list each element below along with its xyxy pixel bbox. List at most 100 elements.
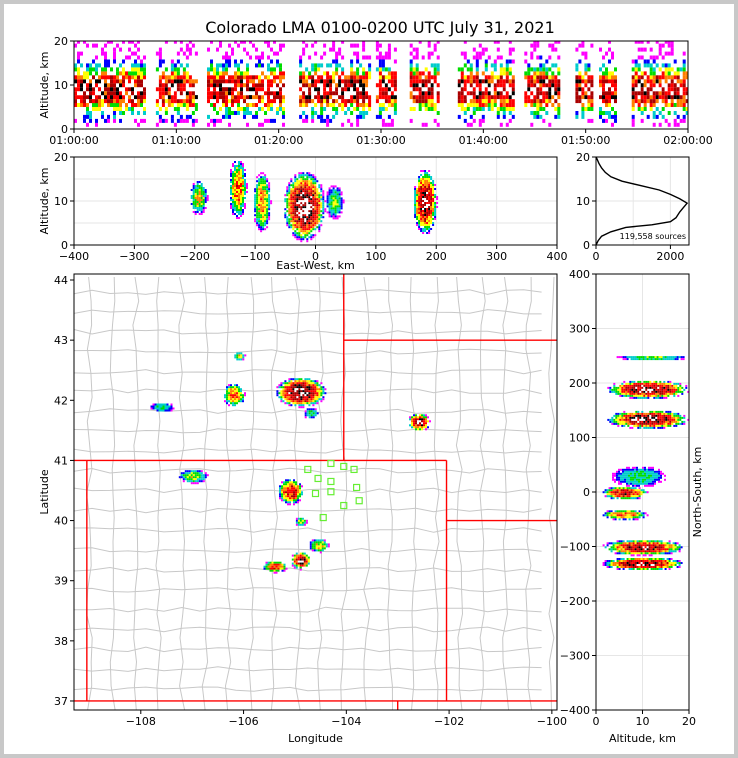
source-cell bbox=[533, 43, 537, 48]
source-cell bbox=[658, 358, 661, 361]
source-cell bbox=[232, 205, 234, 207]
source-cell bbox=[299, 99, 303, 104]
source-cell bbox=[119, 111, 122, 115]
source-cell bbox=[539, 107, 543, 111]
source-cell bbox=[350, 103, 354, 107]
source-cell bbox=[420, 180, 423, 182]
source-cell bbox=[180, 474, 183, 477]
source-cell bbox=[611, 83, 614, 88]
lma-figure: Colorado LMA 0100-0200 UTC July 31, 2021… bbox=[38, 18, 713, 745]
source-cell bbox=[264, 111, 267, 115]
source-cell bbox=[679, 390, 682, 393]
county-line bbox=[74, 369, 542, 375]
source-cell bbox=[673, 394, 676, 397]
source-cell bbox=[536, 41, 540, 44]
source-cell bbox=[191, 111, 195, 115]
source-cell bbox=[434, 202, 437, 204]
source-cell bbox=[252, 79, 255, 84]
source-cell bbox=[416, 188, 419, 190]
source-cell bbox=[527, 67, 531, 72]
source-cell bbox=[290, 214, 293, 217]
source-cell bbox=[234, 79, 237, 84]
source-cell bbox=[614, 87, 617, 92]
source-cell bbox=[368, 67, 372, 72]
source-cell bbox=[287, 495, 289, 498]
source-cell bbox=[228, 390, 230, 393]
source-cell bbox=[158, 107, 162, 111]
source-cell bbox=[350, 67, 354, 72]
source-cell bbox=[419, 414, 421, 417]
source-cell bbox=[334, 191, 337, 194]
source-cell bbox=[232, 392, 234, 395]
source-cell bbox=[587, 63, 591, 68]
source-cell bbox=[502, 103, 506, 107]
source-cell bbox=[74, 103, 77, 107]
source-cell bbox=[216, 47, 219, 52]
source-cell bbox=[584, 71, 588, 76]
source-cell bbox=[249, 41, 252, 44]
county-line bbox=[155, 276, 162, 710]
source-cell bbox=[293, 558, 296, 561]
source-cell bbox=[667, 41, 671, 44]
source-cell bbox=[86, 87, 89, 92]
source-cell bbox=[341, 95, 345, 100]
source-cell bbox=[311, 111, 315, 115]
source-cell bbox=[270, 47, 273, 52]
source-cell bbox=[295, 562, 298, 565]
source-cell bbox=[300, 182, 303, 185]
source-cell bbox=[304, 388, 307, 391]
source-cell bbox=[682, 91, 686, 96]
source-cell bbox=[98, 95, 101, 100]
source-cell bbox=[279, 79, 282, 84]
source-cell bbox=[637, 47, 641, 52]
source-cell bbox=[587, 67, 591, 72]
source-cell bbox=[164, 409, 167, 412]
source-cell bbox=[314, 87, 318, 92]
source-cell bbox=[375, 114, 379, 119]
source-cell bbox=[299, 519, 302, 522]
source-cell bbox=[417, 424, 419, 427]
source-cell bbox=[110, 79, 113, 84]
source-cell bbox=[297, 491, 299, 494]
x-tick-label: 100 bbox=[365, 250, 386, 263]
source-cell bbox=[98, 79, 101, 84]
source-cell bbox=[298, 208, 301, 211]
source-cell bbox=[116, 99, 119, 104]
source-cell bbox=[318, 196, 321, 199]
source-cell bbox=[294, 392, 297, 395]
source-cell bbox=[262, 196, 265, 199]
source-cell bbox=[384, 91, 388, 96]
source-cell bbox=[481, 103, 485, 107]
source-cell bbox=[414, 210, 417, 212]
source-cell bbox=[295, 481, 297, 484]
source-cell bbox=[411, 426, 413, 429]
source-cell bbox=[276, 59, 279, 64]
source-cell bbox=[578, 95, 582, 100]
source-cell bbox=[625, 392, 628, 395]
source-cell bbox=[347, 91, 351, 96]
source-cell bbox=[332, 191, 335, 194]
source-cell bbox=[198, 474, 201, 477]
source-cell bbox=[242, 171, 244, 173]
source-cell bbox=[302, 396, 305, 399]
source-cell bbox=[432, 224, 435, 226]
source-cell bbox=[328, 211, 331, 214]
source-cell bbox=[641, 418, 644, 421]
source-cell bbox=[362, 55, 366, 60]
source-cell bbox=[667, 79, 671, 84]
source-cell bbox=[637, 107, 641, 111]
source-cell bbox=[254, 220, 257, 223]
source-cell bbox=[104, 118, 107, 123]
source-cell bbox=[288, 404, 291, 407]
source-cell bbox=[676, 71, 680, 76]
source-cell bbox=[282, 400, 285, 403]
source-cell bbox=[191, 79, 195, 84]
source-cell bbox=[300, 174, 303, 177]
source-cell bbox=[284, 396, 287, 399]
source-cell bbox=[318, 396, 321, 399]
source-cell bbox=[663, 394, 666, 397]
source-cell bbox=[664, 91, 668, 96]
lma-station bbox=[311, 489, 320, 498]
source-cell bbox=[415, 95, 419, 100]
source-cell bbox=[508, 107, 512, 111]
